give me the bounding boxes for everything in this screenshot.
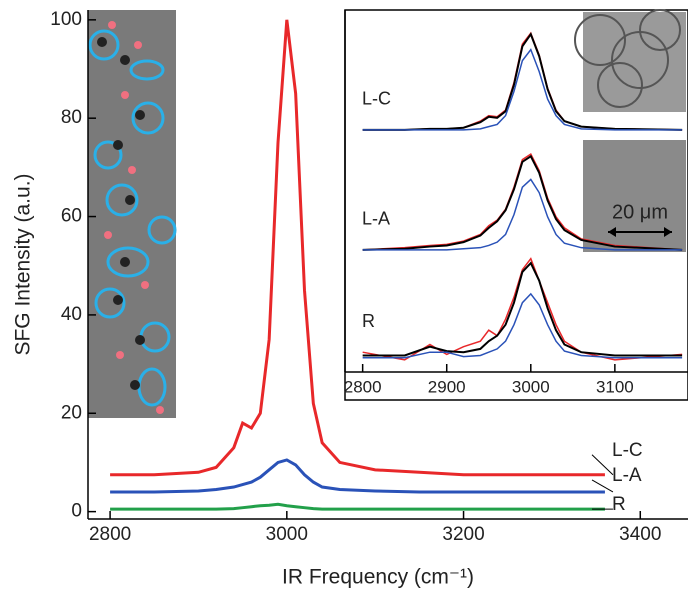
series-line xyxy=(362,178,683,251)
series-label: L-A xyxy=(612,465,642,486)
series-line xyxy=(362,32,683,131)
micrograph-amorphous xyxy=(583,140,686,252)
x-tick-label: 3100 xyxy=(596,377,634,396)
x-tick-label: 3400 xyxy=(619,524,661,545)
series-line xyxy=(362,48,683,131)
x-tick-label: 3000 xyxy=(266,524,308,545)
x-tick-label: 2800 xyxy=(89,524,131,545)
x-tick-label: 3200 xyxy=(442,524,484,545)
series-line xyxy=(110,458,605,494)
x-tick-label: 2900 xyxy=(428,377,466,396)
panel-label: L-C xyxy=(362,89,391,109)
scale-bar-arrow xyxy=(608,227,672,237)
panel-label: L-A xyxy=(362,209,390,229)
y-tick-label: 60 xyxy=(61,206,82,227)
series-line xyxy=(110,19,605,477)
grain xyxy=(574,14,626,66)
scale-bar-label: 20 μm xyxy=(612,201,668,223)
series-line xyxy=(110,502,605,511)
y-tick-label: 80 xyxy=(61,107,82,128)
micrograph-crystalline xyxy=(583,12,686,112)
y-tick-label: 0 xyxy=(71,501,82,522)
grain xyxy=(597,62,643,108)
x-axis-label: IR Frequency (cm⁻¹) xyxy=(282,566,474,589)
series-label: L-C xyxy=(612,440,643,461)
molecule-image xyxy=(88,10,177,418)
y-tick-label: 100 xyxy=(50,9,82,30)
series-line xyxy=(362,154,683,251)
y-axis-label: SFG Intensity (a.u.) xyxy=(12,173,35,355)
series-line xyxy=(362,257,683,361)
x-tick-label: 3000 xyxy=(512,377,550,396)
label-leader xyxy=(591,454,614,476)
y-tick-label: 40 xyxy=(61,304,82,325)
series-line xyxy=(362,261,683,357)
label-leader xyxy=(591,479,614,493)
grain xyxy=(639,9,681,51)
series-label: R xyxy=(612,494,626,515)
x-tick-label: 2800 xyxy=(344,377,382,396)
panel-label: R xyxy=(362,311,375,331)
series-line xyxy=(362,292,683,359)
y-tick-label: 20 xyxy=(61,402,82,423)
